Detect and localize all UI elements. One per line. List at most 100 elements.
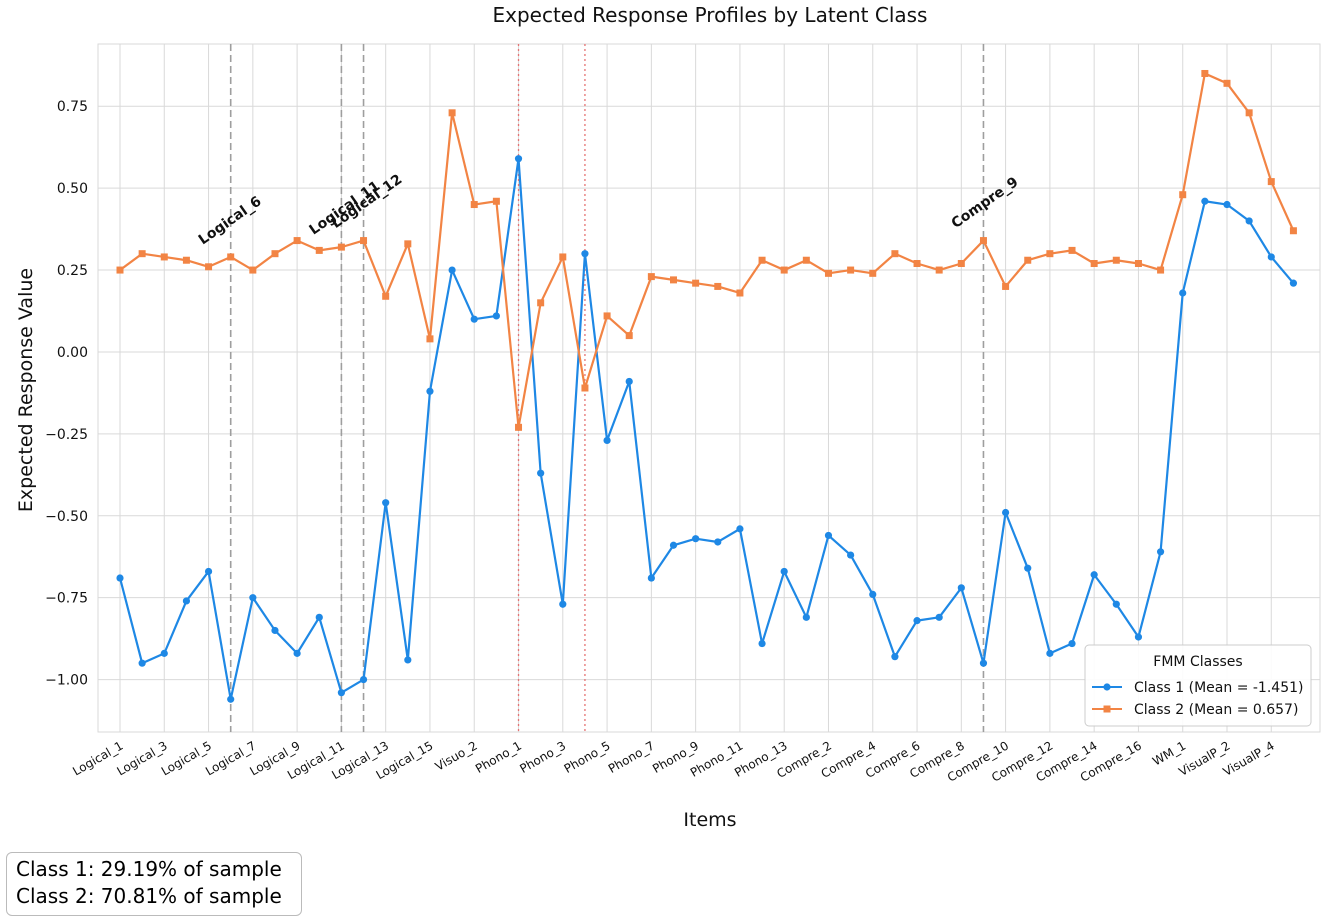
data-point-class-1 [692,535,700,543]
class-2-sample-text: Class 2: 70.81% of sample [16,884,282,908]
data-point-class-1 [492,312,500,320]
data-point-class-1 [736,525,744,533]
data-point-class-1 [625,377,633,386]
y-axis-label: Expected Response Value [15,268,37,512]
data-point-class-2 [1002,282,1010,290]
data-point-class-2 [205,263,213,271]
data-point-class-1 [669,541,678,549]
data-point-class-2 [979,237,987,245]
data-point-class-2 [448,109,456,117]
data-point-class-2 [249,266,257,274]
data-point-class-2 [1112,256,1120,264]
y-tick-label: 0.75 [57,99,88,115]
series-line-class-1 [118,157,1295,701]
data-point-class-1 [603,436,611,445]
legend-entry-class-1: Class 1 (Mean = -1.451) [1092,680,1303,696]
data-point-class-1 [847,551,855,559]
reference-lines [229,44,985,732]
legend-entry-class-2: Class 2 (Mean = 0.657) [1092,702,1298,718]
data-point-class-1 [869,590,877,599]
data-point-class-2 [1289,227,1297,235]
data-point-class-2 [515,423,523,431]
data-point-class-1 [1201,197,1209,205]
data-point-class-2 [824,269,832,277]
y-tick-label: 0.00 [57,345,88,361]
data-point-class-1 [957,584,965,592]
data-point-class-2 [1134,260,1142,268]
data-point-class-1 [227,695,235,703]
data-point-class-2 [1201,69,1209,77]
y-tick-label: 0.25 [57,263,88,279]
chart-title: Expected Response Profiles by Latent Cla… [493,3,928,27]
data-point-class-2 [537,299,545,307]
data-point-class-2 [492,197,500,205]
data-point-class-2 [714,282,722,290]
data-point-class-1 [138,659,146,667]
data-point-class-2 [1223,79,1231,87]
x-axis-ticks: Logical_1Logical_3Logical_5Logical_7Logi… [70,738,1277,784]
data-point-class-1 [979,659,988,667]
data-point-class-2 [426,335,434,343]
y-tick-label: −1.00 [45,673,88,689]
y-tick-label: 0.50 [57,181,88,197]
data-point-class-1 [824,531,833,540]
data-point-class-2 [382,292,390,300]
data-point-class-1 [426,387,434,395]
data-point-class-1 [160,649,168,657]
data-point-class-2 [116,266,124,274]
data-point-class-1 [1046,649,1054,657]
data-point-class-2 [891,250,899,258]
data-point-class-1 [359,675,368,684]
data-point-class-1 [1267,253,1275,261]
data-point-class-1 [204,567,213,576]
data-point-class-2 [1245,109,1253,117]
data-point-class-1 [182,597,191,605]
x-tick-label: Phono_3 [517,738,568,776]
y-tick-label: −0.25 [45,427,88,443]
series-line-class-2 [119,72,1295,429]
data-point-class-2 [1267,178,1275,186]
data-point-class-1 [249,594,257,602]
y-axis-ticks: 0.75 0.50 0.25 0.00 −0.25 −0.50 −0.75 −1.00 [45,99,88,688]
data-point-class-1 [913,617,921,625]
data-point-class-2 [869,269,877,277]
data-point-class-1 [714,538,722,546]
data-point-class-1 [1223,200,1231,209]
data-point-class-1 [1024,564,1032,572]
x-tick-label: Phono_5 [562,738,613,776]
data-point-class-1 [891,653,899,661]
y-tick-label: −0.50 [45,509,88,525]
data-point-class-2 [337,243,345,251]
data-point-class-1 [935,613,943,621]
data-point-class-2 [581,384,589,392]
data-point-class-2 [315,246,323,254]
legend-label-class-2: Class 2 (Mean = 0.657) [1134,702,1298,718]
data-point-class-1 [382,499,390,507]
data-point-class-2 [603,312,611,320]
data-point-class-2 [271,250,279,258]
data-point-class-2 [913,260,921,268]
data-point-class-2 [160,253,168,261]
y-tick-label: −0.75 [45,591,88,607]
data-point-class-1 [448,266,456,274]
plot-area [97,43,1321,733]
data-point-class-1 [271,626,279,635]
data-point-class-2 [847,266,855,274]
x-tick-label: Phono_7 [606,738,657,776]
data-point-class-2 [227,253,235,261]
data-point-class-1 [758,639,766,648]
data-point-class-2 [182,256,190,264]
data-point-class-1 [559,600,567,608]
data-point-class-2 [780,266,788,274]
data-point-class-2 [1024,256,1032,264]
data-point-class-2 [670,276,677,284]
data-point-class-1 [1245,217,1253,225]
sample-proportion-box: Class 1: 29.19% of sample Class 2: 70.81… [6,852,302,916]
data-point-class-1 [1289,279,1298,287]
data-point-class-1 [1179,289,1187,297]
data-point-class-2 [1157,266,1165,274]
data-point-class-1 [404,656,412,664]
data-point-class-2 [1179,191,1187,199]
data-point-class-2 [1046,250,1054,258]
data-point-class-1 [1002,508,1010,517]
